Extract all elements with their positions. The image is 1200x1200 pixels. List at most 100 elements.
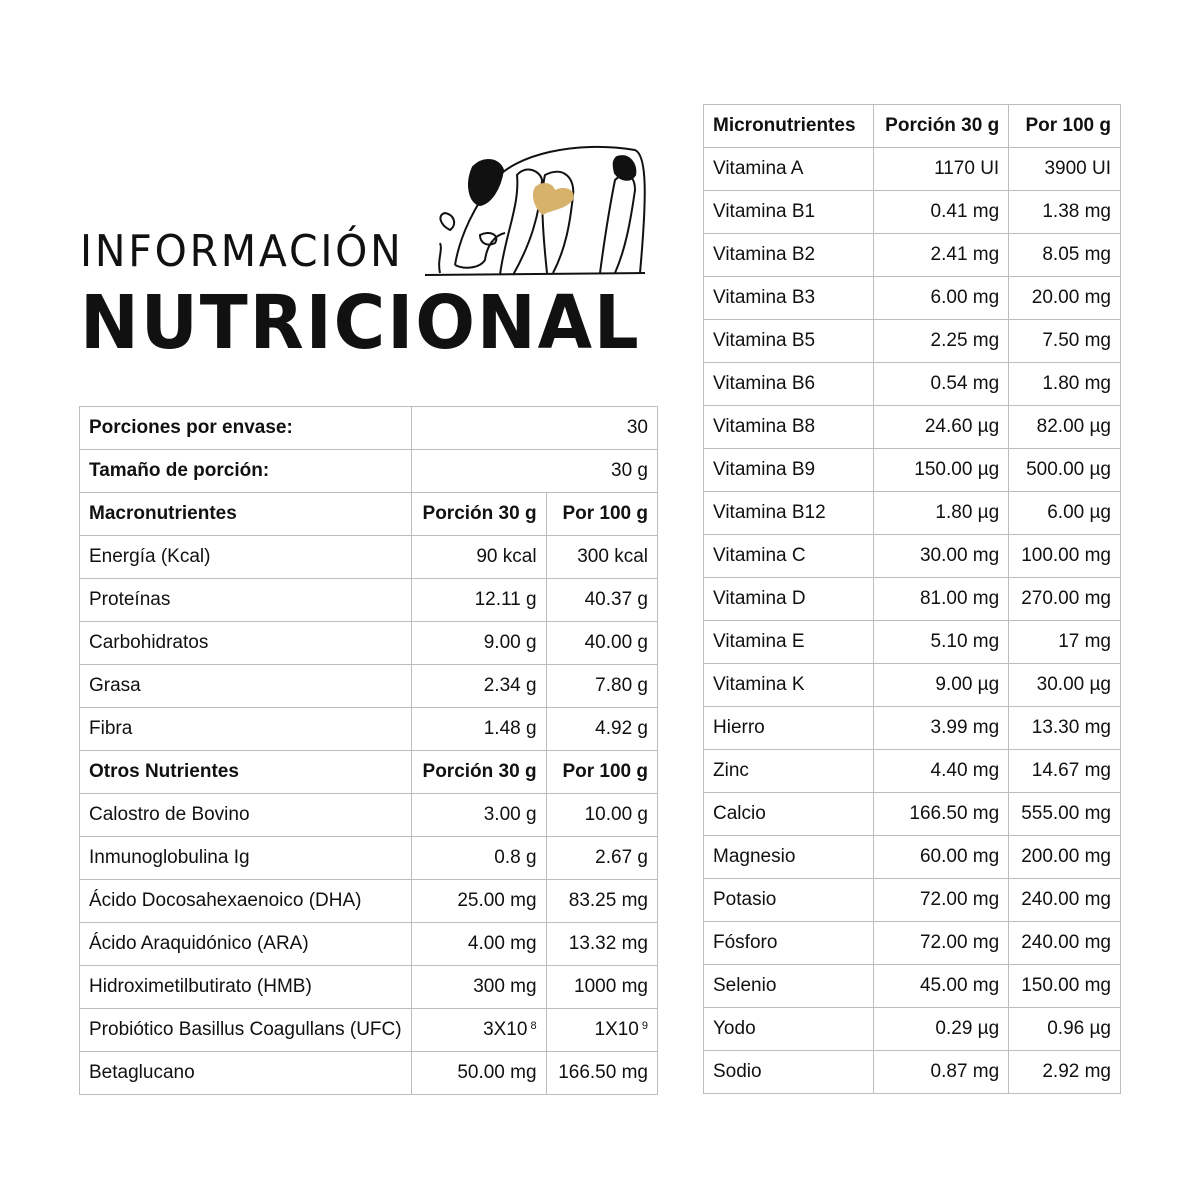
nutrient-name: Vitamina B2 [702,233,875,277]
table-row: Carbohidratos 9.00 g 40.00 g [79,621,659,665]
nutrient-value: 40.00 g [545,621,659,665]
table-row: Hidroximetilbutirato (HMB) 300 mg 1000 mg [79,965,659,1009]
nutrient-value: 3X10 8 [410,1008,547,1052]
others-header-cell: Otros Nutrientes [79,750,412,794]
nutrient-value: 45.00 mg [873,964,1010,1008]
table-row: Proteínas 12.11 g 40.37 g [79,578,659,622]
table-row: Vitamina B12 1.80 µg 6.00 µg [702,491,1121,535]
nutrient-value: 240.00 mg [1008,878,1121,922]
nutrient-name: Vitamina B1 [702,190,875,234]
nutrient-name: Vitamina D [702,577,875,621]
nutrient-name: Vitamina B3 [702,276,875,320]
nutrient-name: Ácido Araquidónico (ARA) [79,922,412,966]
nutrient-value: 6.00 µg [1008,491,1121,535]
serving-value: 30 g [410,449,659,493]
table-row: Vitamina B9 150.00 µg 500.00 µg [702,448,1121,492]
nutrient-value: 8.05 mg [1008,233,1121,277]
nutrient-name: Vitamina K [702,663,875,707]
nutrient-value: 1000 mg [545,965,659,1009]
nutrient-value: 0.87 mg [873,1050,1010,1094]
nutrient-value: 14.67 mg [1008,749,1121,793]
nutrient-value: 90 kcal [410,535,547,579]
nutrient-name: Carbohidratos [79,621,412,665]
table-row: Vitamina K 9.00 µg 30.00 µg [702,663,1121,707]
nutrient-value: 2.92 mg [1008,1050,1121,1094]
nutrient-value: 20.00 mg [1008,276,1121,320]
nutrient-value: 0.8 g [410,836,547,880]
nutrient-name: Vitamina B5 [702,319,875,363]
table-row: Fibra 1.48 g 4.92 g [79,707,659,751]
table-row: Selenio 45.00 mg 150.00 mg [702,964,1121,1008]
nutrient-value: 13.32 mg [545,922,659,966]
nutrient-value: 4.00 mg [410,922,547,966]
nutrient-name: Potasio [702,878,875,922]
table-row: Vitamina B5 2.25 mg 7.50 mg [702,319,1121,363]
nutrient-name: Probiótico Basillus Coagullans (UFC) [79,1008,412,1052]
nutrient-value: 3900 UI [1008,147,1121,191]
nutrient-value: 1X10 9 [545,1008,659,1052]
nutrient-name: Sodio [702,1050,875,1094]
nutrient-name: Calcio [702,792,875,836]
exponent: 9 [641,1020,648,1032]
nutrient-value: 0.96 µg [1008,1007,1121,1051]
nutrient-value: 50.00 mg [410,1051,547,1095]
micros-header-cell: Porción 30 g [873,104,1010,148]
table-row: Zinc 4.40 mg 14.67 mg [702,749,1121,793]
nutrient-value: 82.00 µg [1008,405,1121,449]
table-row: Vitamina B6 0.54 mg 1.80 mg [702,362,1121,406]
nutrient-name: Fósforo [702,921,875,965]
table-row: Sodio 0.87 mg 2.92 mg [702,1050,1121,1094]
macros-header-row: Macronutrientes Porción 30 g Por 100 g [79,492,659,536]
nutrient-value: 9.00 µg [873,663,1010,707]
nutrient-value: 1.80 mg [1008,362,1121,406]
nutrient-name: Vitamina C [702,534,875,578]
nutrient-name: Vitamina B8 [702,405,875,449]
nutrient-value: 12.11 g [410,578,547,622]
nutrient-value: 7.80 g [545,664,659,708]
nutrient-value: 2.41 mg [873,233,1010,277]
nutrient-value: 3.00 g [410,793,547,837]
nutrient-name: Betaglucano [79,1051,412,1095]
nutrient-value: 24.60 µg [873,405,1010,449]
serving-label: Tamaño de porción: [79,449,412,493]
nutrient-value: 240.00 mg [1008,921,1121,965]
table-row: Calostro de Bovino 3.00 g 10.00 g [79,793,659,837]
table-row: Probiótico Basillus Coagullans (UFC) 3X10… [79,1008,659,1052]
nutrient-value: 0.29 µg [873,1007,1010,1051]
nutrient-value: 9.00 g [410,621,547,665]
table-row: Vitamina D 81.00 mg 270.00 mg [702,577,1121,621]
serving-row: Tamaño de porción: 30 g [79,449,659,493]
table-row: Vitamina B2 2.41 mg 8.05 mg [702,233,1121,277]
table-row: Vitamina B3 6.00 mg 20.00 mg [702,276,1121,320]
nutrient-value: 72.00 mg [873,878,1010,922]
nutrient-value: 300 kcal [545,535,659,579]
nutrient-name: Vitamina B12 [702,491,875,535]
nutrient-value: 17 mg [1008,620,1121,664]
nutrient-value: 2.67 g [545,836,659,880]
nutrient-value: 83.25 mg [545,879,659,923]
others-header-cell: Porción 30 g [410,750,547,794]
table-row: Ácido Araquidónico (ARA) 4.00 mg 13.32 mg [79,922,659,966]
nutrient-value: 555.00 mg [1008,792,1121,836]
nutrient-value: 166.50 mg [873,792,1010,836]
nutrient-value: 2.34 g [410,664,547,708]
table-row: Vitamina B1 0.41 mg 1.38 mg [702,190,1121,234]
table-row: Betaglucano 50.00 mg 166.50 mg [79,1051,659,1095]
nutrient-name: Grasa [79,664,412,708]
nutrient-value: 40.37 g [545,578,659,622]
nutrient-value: 10.00 g [545,793,659,837]
nutrient-value: 1.38 mg [1008,190,1121,234]
table-row: Calcio 166.50 mg 555.00 mg [702,792,1121,836]
nutrient-name: Ácido Docosahexaenoico (DHA) [79,879,412,923]
table-row: Yodo 0.29 µg 0.96 µg [702,1007,1121,1051]
table-row: Grasa 2.34 g 7.80 g [79,664,659,708]
table-row: Vitamina E 5.10 mg 17 mg [702,620,1121,664]
nutrient-name: Vitamina B9 [702,448,875,492]
nutrient-value: 0.41 mg [873,190,1010,234]
exponent: 8 [530,1020,537,1032]
nutrient-value: 1170 UI [873,147,1010,191]
nutrient-name: Energía (Kcal) [79,535,412,579]
nutrient-name: Calostro de Bovino [79,793,412,837]
table-row: Ácido Docosahexaenoico (DHA) 25.00 mg 83.2… [79,879,659,923]
nutrient-value: 200.00 mg [1008,835,1121,879]
